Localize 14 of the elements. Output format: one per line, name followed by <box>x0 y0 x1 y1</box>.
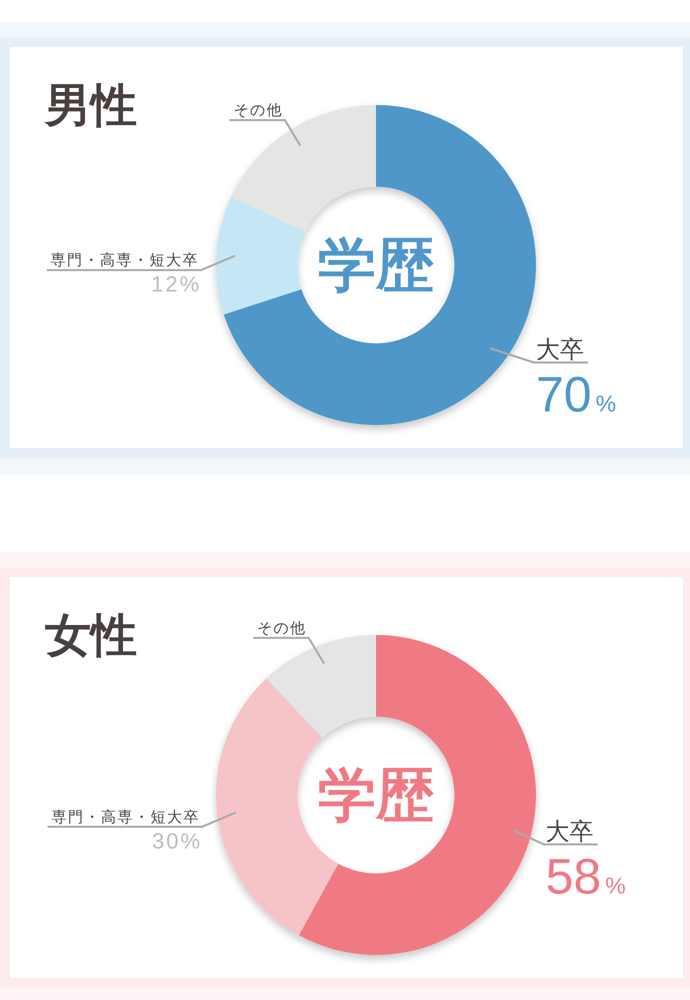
data-label: 58% <box>546 848 626 904</box>
slice-label: その他 <box>233 101 283 120</box>
data-label: 70% <box>536 366 616 422</box>
data-label: 30% <box>152 828 202 854</box>
slice-label: 専門・高専・短大卒 <box>52 808 200 826</box>
chart-title: 男性 <box>43 78 137 132</box>
slice-label: 大卒 <box>546 817 594 846</box>
text: 学歴 <box>318 761 434 829</box>
slice-label: 大卒 <box>536 335 584 364</box>
slice-label: その他 <box>257 618 307 637</box>
slice-label: 専門・高専・短大卒 <box>50 251 200 270</box>
chart-title: 女性 <box>45 608 137 662</box>
text: 学歴 <box>318 231 434 299</box>
data-label: 12% <box>151 272 202 297</box>
